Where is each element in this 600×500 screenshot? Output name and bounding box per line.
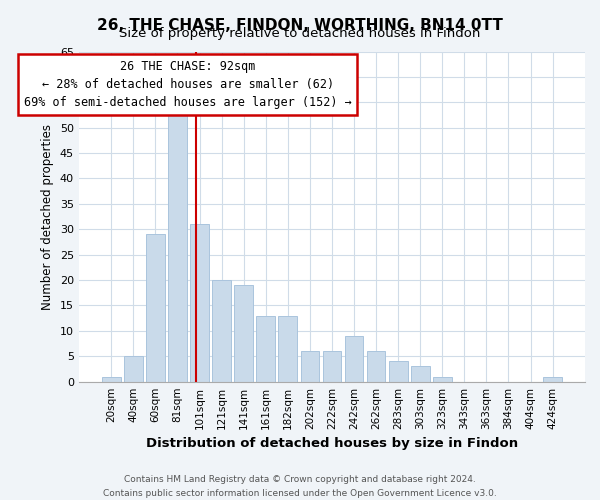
Text: 26, THE CHASE, FINDON, WORTHING, BN14 0TT: 26, THE CHASE, FINDON, WORTHING, BN14 0T… xyxy=(97,18,503,32)
Bar xyxy=(278,316,297,382)
Bar xyxy=(389,362,407,382)
Bar xyxy=(256,316,275,382)
Bar xyxy=(146,234,165,382)
Bar xyxy=(102,376,121,382)
Bar xyxy=(301,351,319,382)
Bar xyxy=(212,280,231,382)
Bar xyxy=(543,376,562,382)
Text: 26 THE CHASE: 92sqm
← 28% of detached houses are smaller (62)
69% of semi-detach: 26 THE CHASE: 92sqm ← 28% of detached ho… xyxy=(24,60,352,109)
Bar xyxy=(235,285,253,382)
Bar xyxy=(433,376,452,382)
Bar xyxy=(124,356,143,382)
Bar xyxy=(367,351,385,382)
Y-axis label: Number of detached properties: Number of detached properties xyxy=(41,124,55,310)
Text: Contains HM Land Registry data © Crown copyright and database right 2024.
Contai: Contains HM Land Registry data © Crown c… xyxy=(103,476,497,498)
Bar xyxy=(323,351,341,382)
X-axis label: Distribution of detached houses by size in Findon: Distribution of detached houses by size … xyxy=(146,437,518,450)
Bar xyxy=(168,108,187,382)
Bar xyxy=(411,366,430,382)
Bar xyxy=(344,336,364,382)
Bar xyxy=(190,224,209,382)
Text: Size of property relative to detached houses in Findon: Size of property relative to detached ho… xyxy=(119,28,481,40)
